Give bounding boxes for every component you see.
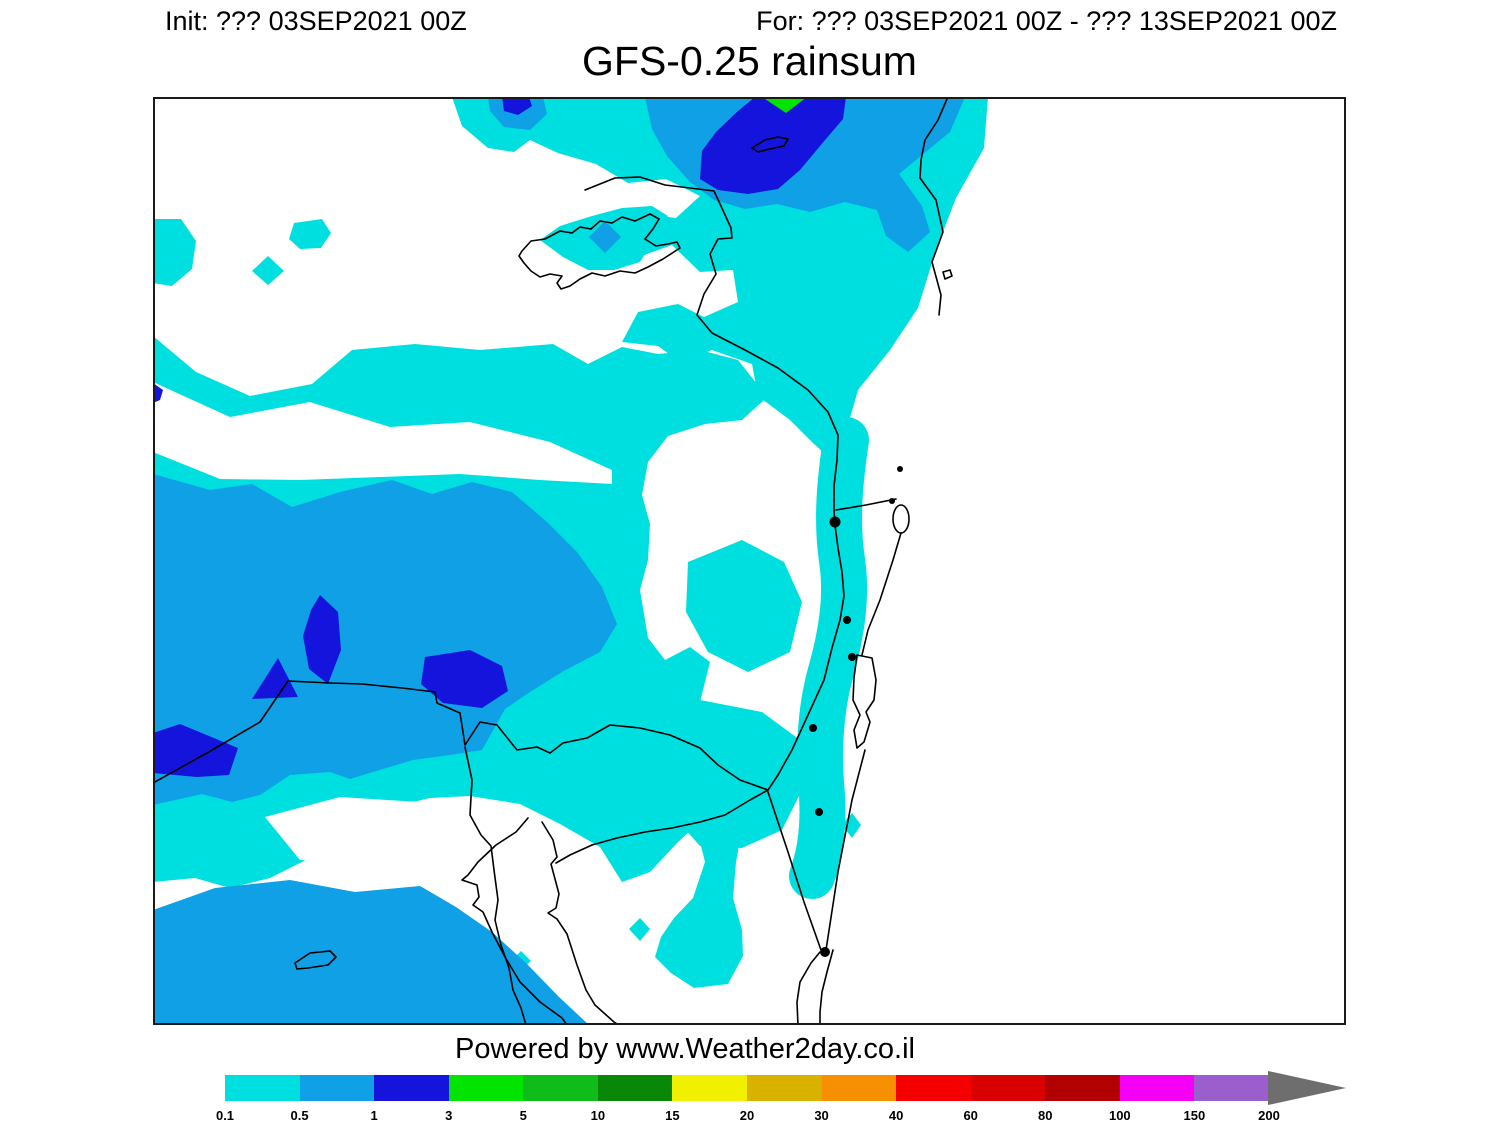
- legend-tick-label: 20: [739, 1108, 755, 1123]
- legend-color-cell: [448, 1075, 524, 1101]
- legend-color-bar: [225, 1075, 1269, 1101]
- coastline-gulf-of-suez-west: [461, 817, 568, 1025]
- page-title: GFS-0.25 rainsum: [582, 38, 917, 84]
- coastline-gulf-of-suez-east: [541, 821, 620, 1025]
- island-cyprus-outline: [518, 213, 681, 290]
- rain-area-moderate: [589, 221, 621, 253]
- city-dot: [809, 724, 817, 732]
- legend-tick-label: 30: [814, 1108, 829, 1123]
- lake-outline: [751, 136, 789, 153]
- island-outline: [942, 269, 953, 280]
- coastline-levant: [555, 176, 845, 864]
- legend-tick-label: 3: [445, 1108, 453, 1123]
- legend-tick-label: 0.5: [290, 1108, 309, 1123]
- coastline-gulf-of-aqaba-west: [796, 951, 821, 1025]
- map-frame: [153, 97, 1346, 1025]
- legend-overflow-arrow-icon: [1268, 1071, 1346, 1105]
- city-dot: [889, 498, 895, 504]
- color-scale-legend: 0.1 0.5 1 3 5 10 15 20 30 40 60 80 100 150 200: [216, 1071, 1425, 1135]
- legend-color-cell: [672, 1075, 747, 1101]
- legend-color-cell: [970, 1075, 1046, 1101]
- dry-gap: [265, 797, 468, 864]
- legend-tick-label: 10: [590, 1108, 606, 1123]
- valid-time-label: For: ??? 03SEP2021 00Z - ??? 13SEP2021 0…: [756, 6, 1337, 36]
- rain-area-light: [686, 540, 802, 672]
- legend-color-cell: [1045, 1075, 1120, 1101]
- rain-area-heavy: [153, 724, 238, 777]
- init-time-label: Init: ??? 03SEP2021 00Z: [165, 6, 467, 36]
- legend-color-cell: [896, 1075, 971, 1101]
- legend-tick-label: 5: [519, 1108, 527, 1123]
- legend-tick-label: 200: [1258, 1108, 1280, 1123]
- legend-tick-label: 100: [1108, 1108, 1131, 1123]
- rain-area-moderate: [153, 880, 589, 1025]
- legend-tick-label: 150: [1183, 1108, 1206, 1123]
- legend-color-cell: [1194, 1075, 1269, 1101]
- dry-gap: [153, 382, 612, 484]
- rain-area-light: [289, 219, 331, 249]
- coastline-egypt: [153, 680, 769, 791]
- lake-sea-of-galilee: [892, 504, 910, 534]
- legend-color-cell: [1119, 1075, 1195, 1101]
- rain-area-light: [629, 918, 650, 941]
- legend-color-cell: [225, 1075, 300, 1101]
- legend-color-cell: [299, 1075, 375, 1101]
- border-israel-jordan: [825, 749, 866, 951]
- credit-text: Powered by www.Weather2day.co.il: [455, 1033, 915, 1065]
- legend-color-cell: [523, 1075, 598, 1101]
- rain-area-moderate: [153, 474, 617, 805]
- legend-tick-label: 1: [370, 1108, 378, 1123]
- rain-area-light: [655, 840, 743, 988]
- coastline-gulf-of-aqaba-east: [819, 949, 834, 1025]
- rain-area-light: [655, 700, 802, 848]
- legend-color-cell: [597, 1075, 673, 1101]
- rain-area-light: [153, 219, 196, 286]
- legend-tick-label: 15: [665, 1108, 680, 1123]
- rain-area-intense: [762, 97, 807, 113]
- city-dot: [897, 466, 903, 472]
- river-jordan: [861, 532, 902, 656]
- legend-color-cell: [821, 1075, 897, 1101]
- river-nile: [464, 746, 527, 1025]
- legend-tick-label: 40: [888, 1108, 904, 1123]
- island-outline: [294, 950, 337, 970]
- rain-area-heavy: [303, 595, 341, 684]
- legend-tick-label: 0.1: [215, 1108, 235, 1123]
- city-dot: [829, 516, 841, 528]
- city-dot: [815, 808, 823, 816]
- rain-area-light: [252, 256, 284, 285]
- border-lebanon: [835, 498, 897, 511]
- rain-area-light: [842, 813, 861, 838]
- rain-area-heavy: [700, 97, 846, 194]
- precipitation-map-svg: [153, 97, 1346, 1025]
- city-dot: [848, 653, 856, 661]
- city-dot: [820, 947, 830, 957]
- rain-area-heavy: [153, 383, 163, 403]
- city-dot: [843, 616, 851, 624]
- lake-dead-sea: [852, 654, 877, 749]
- rain-area-heavy: [252, 658, 298, 699]
- rain-area-heavy: [421, 650, 508, 708]
- legend-color-cell: [374, 1075, 449, 1101]
- forecast-map: [153, 97, 1346, 1025]
- rain-area-heavy: [502, 97, 532, 115]
- border-turkey-syria: [919, 98, 948, 316]
- legend-tick-label: 80: [1038, 1108, 1053, 1123]
- border-egypt-israel: [767, 791, 822, 951]
- legend-color-cell: [746, 1075, 822, 1101]
- legend-tick-label: 60: [963, 1108, 978, 1123]
